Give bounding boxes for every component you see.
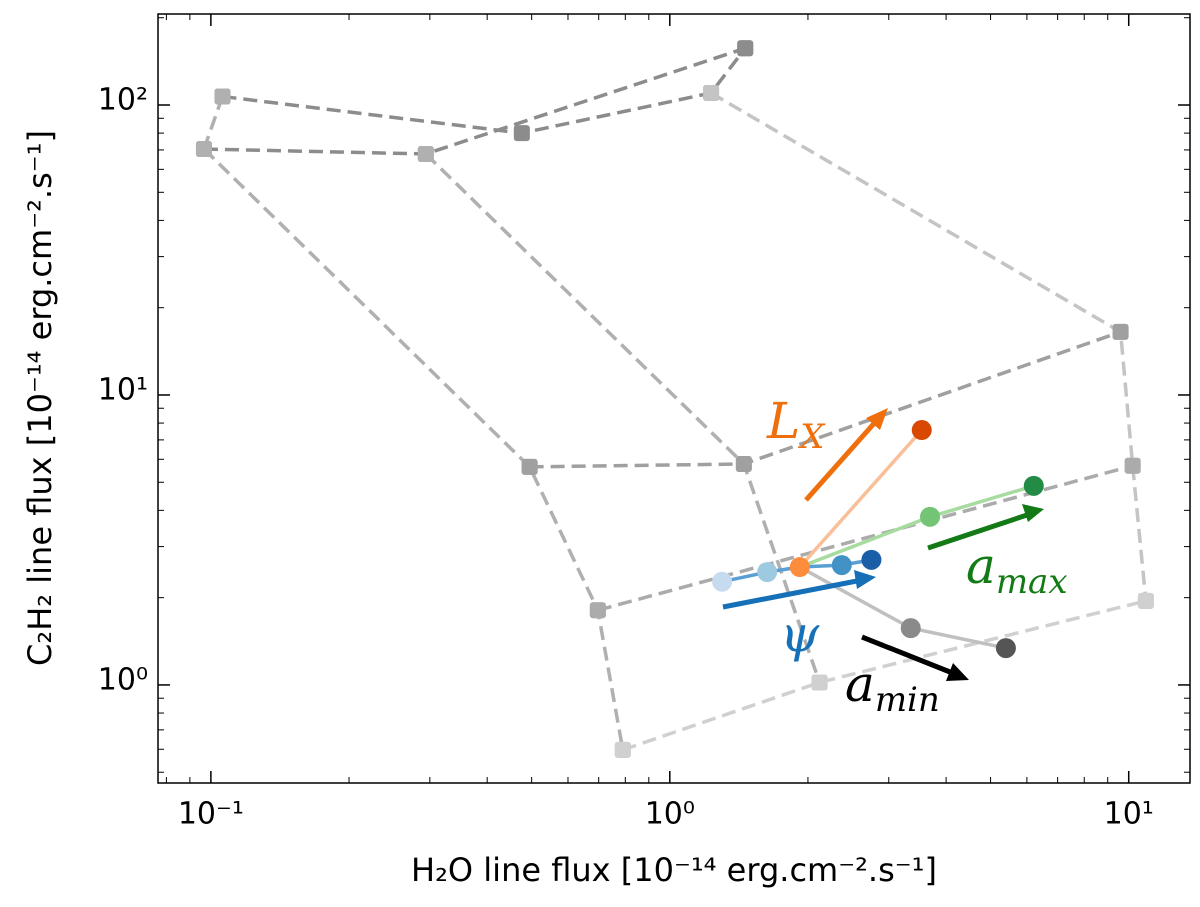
x-tick-label: 10⁻¹	[178, 797, 244, 832]
marker	[757, 562, 778, 583]
annotation-label: amax	[966, 537, 1068, 602]
marker	[831, 555, 852, 576]
x-tick-label: 10¹	[1104, 797, 1154, 832]
y-tick-label: 10⁰	[98, 662, 148, 697]
marker	[995, 638, 1016, 659]
marker	[789, 557, 810, 578]
plot-area	[195, 40, 1154, 758]
annotation: LX	[766, 392, 888, 502]
marker	[214, 88, 231, 105]
marker	[417, 145, 434, 162]
marker	[861, 549, 882, 570]
marker	[920, 506, 941, 527]
marker	[900, 618, 921, 639]
y-tick-label: 10¹	[98, 372, 148, 407]
marker	[735, 456, 752, 473]
x-tick-label: 10⁰	[645, 797, 695, 832]
series-line	[202, 95, 225, 150]
arrow	[804, 417, 880, 502]
marker	[703, 85, 720, 102]
marker	[1137, 592, 1154, 609]
marker	[195, 141, 212, 158]
marker	[521, 458, 538, 475]
marker	[911, 420, 932, 441]
annotation-label: LX	[766, 392, 826, 457]
x-axis-label: H₂O line flux [10⁻¹⁴ erg.cm⁻².s⁻¹]	[411, 851, 937, 889]
marker	[513, 125, 530, 142]
series-line	[202, 147, 625, 751]
arrow-head	[1022, 504, 1044, 522]
series-line	[597, 464, 1134, 612]
marker	[1112, 323, 1129, 340]
arrow-head	[866, 408, 888, 430]
y-tick-label: 10²	[98, 83, 148, 118]
series-line	[529, 330, 1122, 469]
y-axis-label: C₂H₂ line flux [10⁻¹⁴ erg.cm⁻².s⁻¹]	[21, 130, 59, 666]
marker	[1023, 475, 1044, 496]
series-line	[622, 599, 1147, 752]
marker	[1124, 457, 1141, 474]
annotation-label: amin	[845, 655, 940, 720]
arrow-head	[854, 570, 876, 589]
arrow	[722, 577, 863, 610]
annotation: amax	[927, 504, 1068, 602]
marker	[614, 741, 631, 758]
marker	[737, 40, 754, 57]
series-line	[203, 46, 746, 156]
series-line	[798, 428, 924, 569]
annotation-label: ψ	[780, 605, 820, 663]
series-line	[710, 91, 1148, 602]
marker	[811, 674, 828, 691]
annotation: ψ	[722, 570, 876, 663]
axes-frame	[157, 13, 1191, 784]
marker	[712, 571, 733, 592]
arrow	[927, 511, 1031, 551]
arrow	[861, 634, 956, 677]
arrow-head	[946, 663, 969, 681]
annotation: amin	[845, 634, 969, 720]
marker	[589, 602, 606, 619]
series-line	[222, 47, 747, 135]
